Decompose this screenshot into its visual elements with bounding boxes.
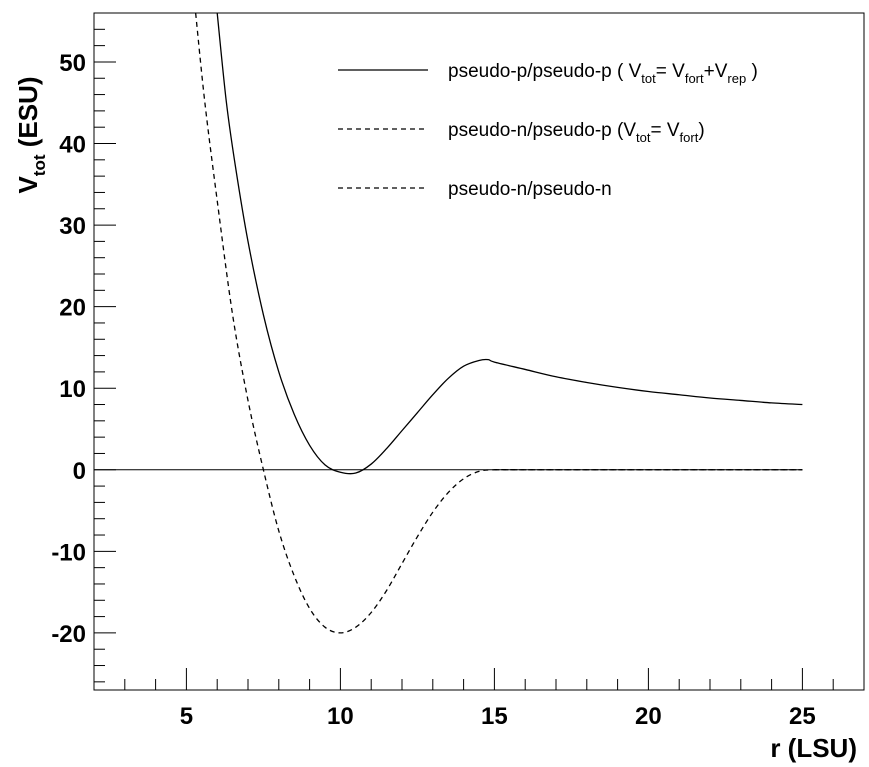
x-axis-ticks (93, 668, 865, 690)
y-tick-label: 0 (73, 458, 86, 485)
legend-entry-3: pseudo-n/pseudo-n (448, 179, 612, 200)
y-tick-label: -10 (51, 539, 86, 566)
legend-subscript: fort (685, 71, 704, 86)
x-axis-title: r (LSU) (770, 733, 857, 763)
y-tick-label: 30 (59, 213, 86, 240)
y-axis-title-sub: tot (30, 154, 49, 176)
y-axis-title: Vtot (ESU) (13, 76, 49, 193)
y-axis-ticks (94, 12, 116, 683)
legend-text-part: ) (746, 61, 758, 82)
legend-text-part: pseudo-n/pseudo-p (V (448, 120, 636, 141)
y-tick-label: 10 (59, 376, 86, 403)
series-line-1 (216, 13, 803, 475)
legend-text-part: = V (650, 120, 679, 141)
x-tick-label: 5 (180, 703, 193, 730)
legend-text-part: = V (656, 61, 685, 82)
plot-frame (93, 12, 865, 691)
x-tick-label: 20 (635, 703, 662, 730)
legend-entry-2: pseudo-n/pseudo-p (Vtot= Vfort) (448, 120, 705, 145)
legend: pseudo-p/pseudo-p ( Vtot= Vfort+Vrep )ps… (338, 61, 758, 200)
x-tick-label: 10 (327, 703, 354, 730)
data-series (194, 13, 803, 634)
legend-subscript: fort (680, 130, 699, 145)
x-tick-label: 25 (789, 703, 816, 730)
legend-text-part: pseudo-n/pseudo-n (448, 179, 612, 200)
legend-entry-1: pseudo-p/pseudo-p ( Vtot= Vfort+Vrep ) (448, 61, 758, 86)
legend-subscript: tot (641, 71, 656, 86)
y-tick-label: -20 (51, 621, 86, 648)
y-axis-title-main: V (13, 176, 43, 194)
legend-subscript: rep (727, 71, 746, 86)
legend-text-part: +V (704, 61, 728, 82)
y-axis-tick-labels: -20 -10 0 10 20 30 40 50 (51, 50, 86, 648)
x-axis-tick-labels: 5 10 15 20 25 (180, 703, 816, 730)
legend-text-part: ) (698, 120, 704, 141)
y-axis-title-unit: (ESU) (13, 76, 43, 154)
legend-subscript: tot (636, 130, 651, 145)
y-tick-label: 50 (59, 50, 86, 77)
y-tick-label: 40 (59, 132, 86, 159)
series-line-2 (194, 13, 803, 634)
legend-text-part: pseudo-p/pseudo-p ( V (448, 61, 642, 82)
y-tick-label: 20 (59, 295, 86, 322)
x-tick-label: 15 (481, 703, 508, 730)
